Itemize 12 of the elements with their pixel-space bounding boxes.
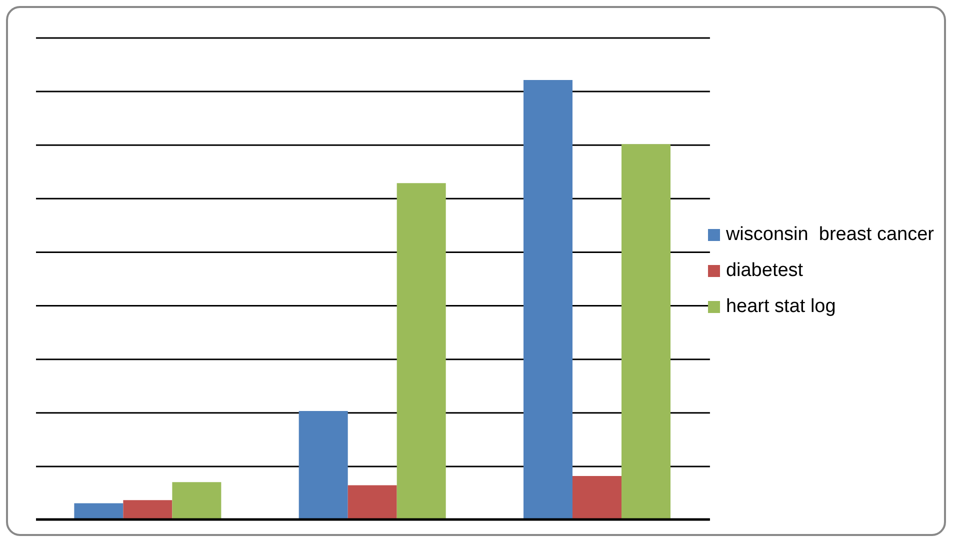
bar [348, 485, 397, 519]
bar [74, 503, 124, 519]
bar [123, 500, 172, 519]
legend-label: wisconsin breast cancer [726, 224, 934, 246]
bar [572, 476, 622, 519]
bar [298, 411, 348, 519]
bar [523, 80, 572, 519]
bar [172, 482, 222, 519]
legend-label: heart stat log [726, 296, 836, 318]
bar [396, 183, 446, 519]
legend-label: diabetest [726, 260, 804, 282]
bar [621, 144, 670, 519]
